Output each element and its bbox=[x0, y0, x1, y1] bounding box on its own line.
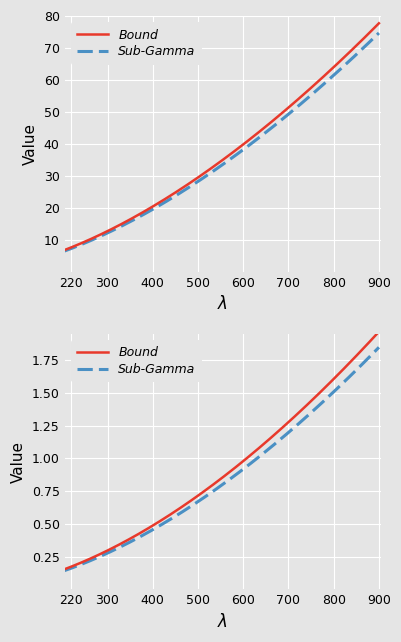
Bound bbox=[376, 19, 381, 27]
Sub-Gamma bbox=[160, 200, 164, 207]
Bound bbox=[60, 566, 65, 574]
Bound bbox=[344, 361, 349, 369]
Bound bbox=[306, 399, 310, 407]
Sub-Gamma bbox=[267, 444, 272, 451]
Bound bbox=[306, 86, 310, 94]
Sub-Gamma bbox=[376, 343, 381, 351]
Y-axis label: Value: Value bbox=[23, 123, 38, 165]
Sub-Gamma bbox=[306, 93, 310, 101]
Line: Bound: Bound bbox=[62, 332, 378, 570]
Bound bbox=[376, 328, 381, 336]
Y-axis label: Value: Value bbox=[11, 440, 26, 483]
Sub-Gamma bbox=[60, 248, 65, 256]
Bound bbox=[137, 210, 142, 218]
Line: Sub-Gamma: Sub-Gamma bbox=[62, 33, 378, 252]
Bound bbox=[160, 516, 164, 523]
X-axis label: λ: λ bbox=[217, 295, 227, 313]
Legend: Bound, Sub-Gamma: Bound, Sub-Gamma bbox=[71, 22, 201, 65]
Bound bbox=[149, 204, 154, 211]
Sub-Gamma bbox=[137, 213, 142, 220]
Bound bbox=[267, 119, 272, 126]
Line: Bound: Bound bbox=[62, 23, 378, 251]
Sub-Gamma bbox=[137, 533, 142, 541]
Bound bbox=[60, 247, 65, 255]
Sub-Gamma bbox=[267, 125, 272, 133]
Line: Sub-Gamma: Sub-Gamma bbox=[62, 347, 378, 571]
Bound bbox=[344, 50, 349, 58]
Bound bbox=[149, 523, 154, 530]
Bound bbox=[137, 530, 142, 537]
Sub-Gamma bbox=[344, 58, 349, 66]
Sub-Gamma bbox=[149, 206, 154, 214]
Sub-Gamma bbox=[306, 411, 310, 419]
Sub-Gamma bbox=[376, 29, 381, 37]
Sub-Gamma bbox=[344, 375, 349, 383]
Sub-Gamma bbox=[60, 568, 65, 575]
Bound bbox=[267, 435, 272, 442]
Bound bbox=[160, 197, 164, 205]
Legend: Bound, Sub-Gamma: Bound, Sub-Gamma bbox=[71, 340, 201, 383]
Sub-Gamma bbox=[149, 526, 154, 534]
X-axis label: λ: λ bbox=[217, 613, 227, 631]
Sub-Gamma bbox=[160, 520, 164, 528]
